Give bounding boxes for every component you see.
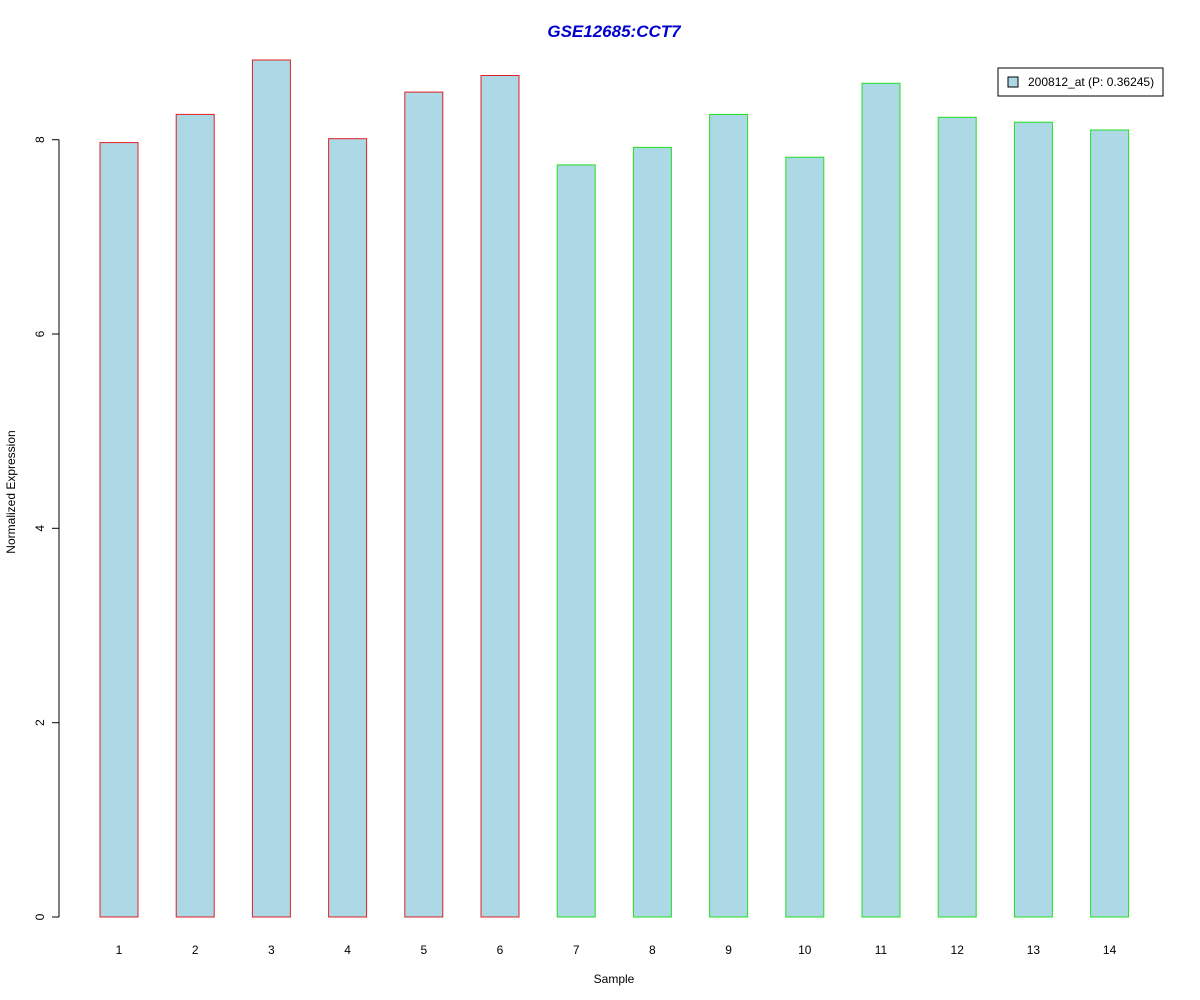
bar-sample-2	[175, 113, 215, 918]
legend-box	[997, 67, 1164, 97]
x-tick-label-13: 13	[1027, 943, 1041, 957]
x-tick-label-7: 7	[573, 943, 580, 957]
bar-sample-7	[556, 164, 596, 918]
y-tick-label-6: 6	[33, 330, 47, 337]
legend-label: 200812_at (P: 0.36245)	[1028, 75, 1154, 89]
y-tick-label-2: 2	[33, 719, 47, 726]
y-tick-label-8: 8	[33, 136, 47, 143]
x-axis-label: Sample	[594, 972, 635, 986]
x-tick-label-6: 6	[497, 943, 504, 957]
bar-sample-6	[480, 75, 520, 918]
x-axis: 1 2 3 4 5 6 7 8 9 10 11 12 13 14	[116, 943, 1117, 957]
bars-layer	[99, 59, 1130, 918]
x-tick-label-4: 4	[344, 943, 351, 957]
y-axis-label: Normalized Expression	[4, 430, 18, 553]
bar-sample-10	[785, 156, 825, 918]
chart-title: GSE12685:CCT7	[547, 22, 682, 41]
x-tick-label-14: 14	[1103, 943, 1117, 957]
bar-sample-3	[251, 59, 291, 918]
x-tick-label-3: 3	[268, 943, 275, 957]
x-tick-label-2: 2	[192, 943, 199, 957]
bar-sample-11	[861, 82, 901, 918]
legend: 200812_at (P: 0.36245)	[997, 67, 1164, 97]
x-tick-label-10: 10	[798, 943, 812, 957]
x-tick-label-12: 12	[951, 943, 965, 957]
bar-sample-4	[328, 138, 368, 918]
x-tick-label-8: 8	[649, 943, 656, 957]
bar-sample-12	[937, 116, 977, 918]
x-tick-label-9: 9	[725, 943, 732, 957]
legend-swatch	[1007, 76, 1019, 88]
x-tick-label-5: 5	[420, 943, 427, 957]
y-axis: 0 2 4 6 8	[33, 136, 60, 920]
bar-sample-9	[709, 113, 749, 918]
y-tick-label-0: 0	[33, 913, 47, 920]
x-tick-label-11: 11	[875, 943, 888, 957]
bar-sample-14	[1090, 129, 1130, 918]
x-tick-label-1: 1	[116, 943, 123, 957]
bar-sample-5	[404, 91, 444, 918]
bar-sample-1	[99, 142, 139, 918]
bar-sample-8	[632, 146, 672, 918]
bar-sample-13	[1013, 121, 1053, 918]
y-tick-label-4: 4	[33, 525, 47, 532]
